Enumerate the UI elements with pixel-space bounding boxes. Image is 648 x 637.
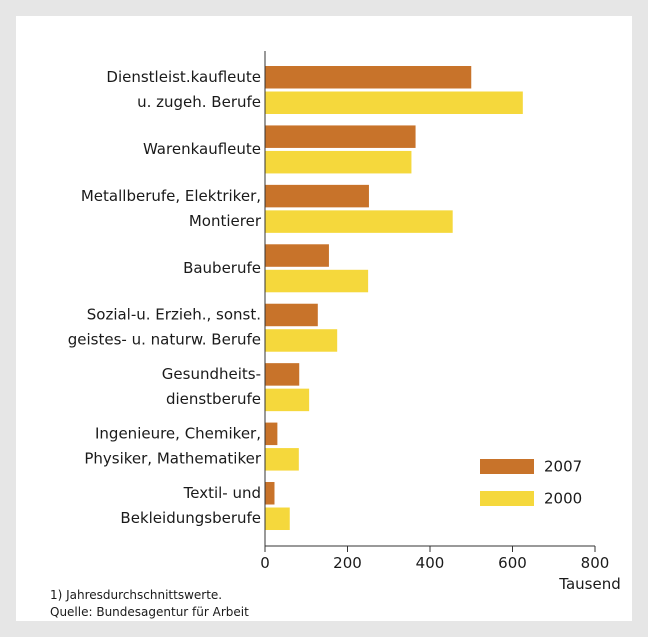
bar-2007 [265, 422, 278, 446]
legend-label-2007: 2007 [544, 458, 582, 476]
bar-2007 [265, 66, 472, 89]
x-tick-label: 400 [416, 554, 445, 572]
bar-chart: Dienstleist.kaufleute u. zugeh. Berufe War… [68, 51, 621, 593]
legend-swatch-2007 [480, 459, 534, 474]
category-label: Dienstleist.kaufleute [106, 68, 261, 86]
bar-2007 [265, 125, 416, 148]
bar-2000 [265, 91, 523, 114]
bar-2007 [265, 303, 318, 327]
bar-2000 [265, 269, 369, 293]
bar-2000 [265, 150, 412, 174]
category-label: dienstberufe [166, 390, 261, 408]
bar-2000 [265, 448, 299, 471]
category-label: u. zugeh. Berufe [137, 93, 261, 111]
category-label: Bekleidungsberufe [120, 509, 261, 527]
bar-2000 [265, 210, 453, 233]
category-label: Metallberufe, Elektriker, [81, 187, 261, 205]
category-label: Textil- und [183, 484, 261, 502]
x-tick-label: 0 [260, 554, 270, 572]
bar-2007 [265, 244, 329, 267]
category-label: Gesundheits- [162, 365, 261, 383]
category-label: Warenkaufleute [143, 140, 261, 158]
chart-frame: Dienstleist.kaufleute u. zugeh. Berufe War… [16, 16, 632, 621]
category-label: Physiker, Mathematiker [84, 450, 261, 468]
x-tick-label: 200 [333, 554, 362, 572]
category-label: Montierer [189, 212, 262, 230]
x-tick-label: 800 [581, 554, 610, 572]
bar-2000 [265, 507, 290, 531]
footnote: 1) Jahresdurchschnittswerte. [50, 588, 223, 602]
x-unit-label: Tausend [558, 575, 620, 593]
category-label: Ingenieure, Chemiker, [95, 425, 261, 443]
category-label: Sozial-u. Erzieh., sonst. [87, 306, 261, 324]
x-tick-label: 600 [498, 554, 527, 572]
legend-label-2000: 2000 [544, 490, 582, 508]
legend-swatch-2000 [480, 491, 534, 506]
category-label: geistes- u. naturw. Berufe [68, 331, 261, 349]
source-note: Quelle: Bundesagentur für Arbeit [50, 605, 249, 619]
bar-2007 [265, 482, 275, 505]
bar-2000 [265, 388, 310, 412]
bar-2000 [265, 329, 338, 352]
bar-2007 [265, 363, 300, 386]
category-label: Bauberufe [183, 259, 261, 277]
bar-2007 [265, 184, 369, 208]
